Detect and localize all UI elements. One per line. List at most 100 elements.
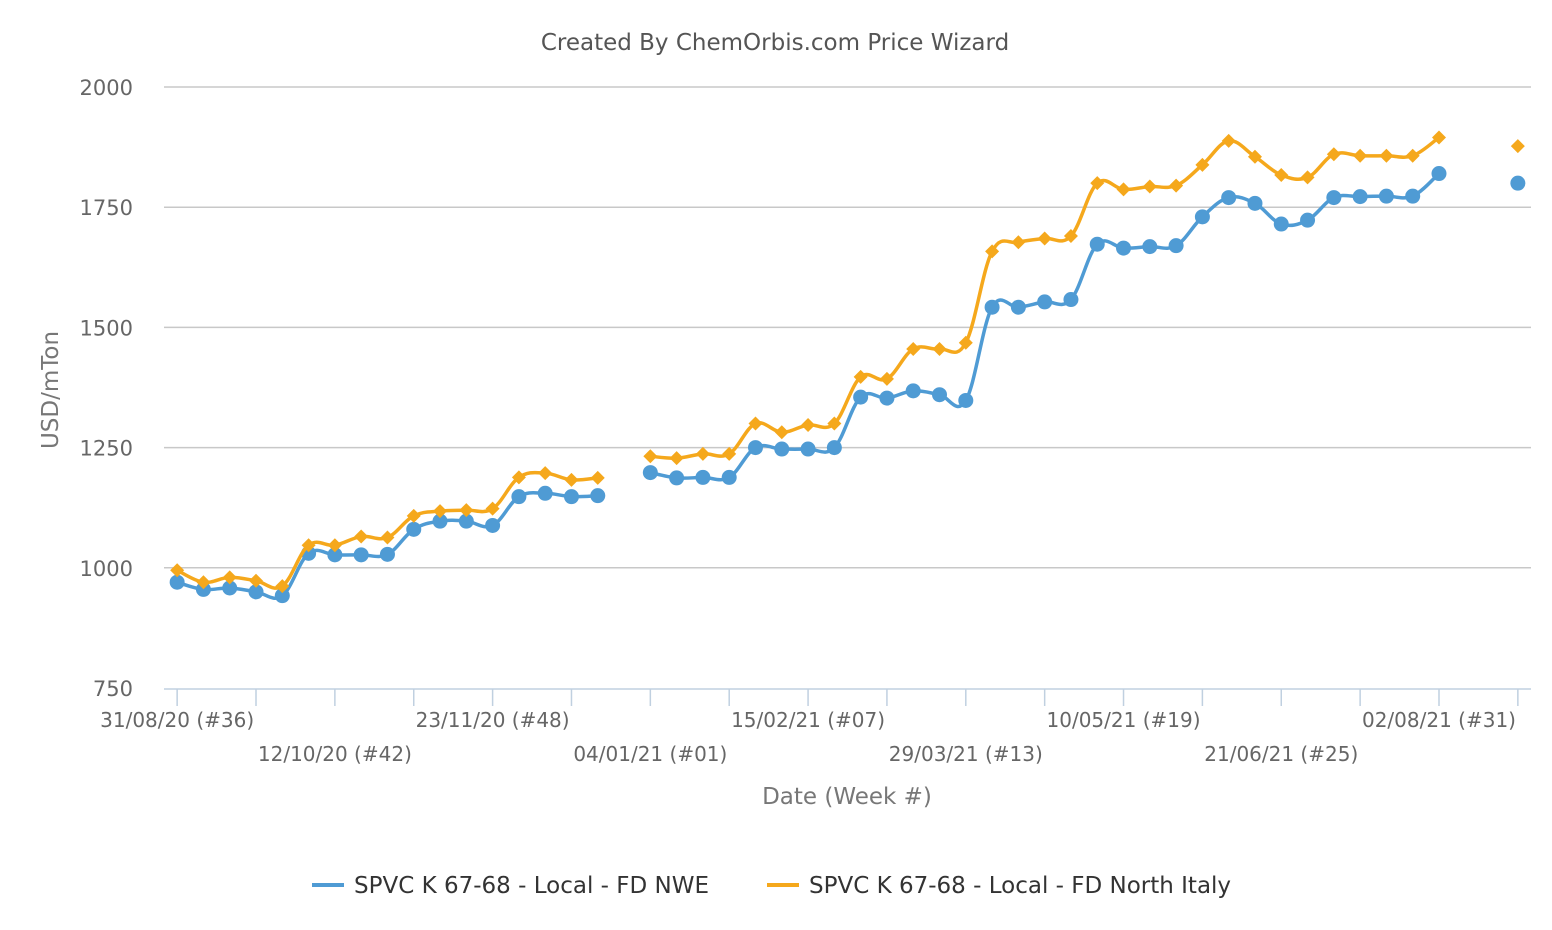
data-point (564, 472, 579, 487)
x-tick-label: 21/06/21 (#25) (1204, 742, 1358, 766)
legend-label: SPVC K 67-68 - Local - FD NWE (354, 873, 709, 899)
x-axis: 31/08/20 (#36)12/10/20 (#42)23/11/20 (#4… (100, 688, 1531, 766)
y-tick-label: 1250 (80, 437, 133, 461)
data-point (511, 470, 526, 485)
x-tick-label: 23/11/20 (#48) (416, 708, 570, 732)
data-point (695, 469, 711, 485)
data-point (1142, 179, 1157, 194)
data-point (985, 244, 1000, 259)
data-point (379, 546, 395, 562)
data-point (406, 521, 422, 537)
legend-label: SPVC K 67-68 - Local - FD North Italy (809, 873, 1231, 899)
y-tick-label: 1500 (80, 316, 133, 340)
data-point (354, 529, 369, 544)
data-point (590, 470, 605, 485)
data-point (984, 299, 1000, 315)
data-point (1300, 170, 1315, 185)
data-point (1168, 238, 1184, 254)
data-point (169, 574, 185, 590)
data-point (695, 446, 710, 461)
data-point (485, 501, 500, 516)
data-point (432, 513, 448, 529)
series-line (176, 470, 598, 590)
data-point (249, 573, 264, 588)
data-point (1011, 235, 1026, 250)
data-point (537, 485, 553, 501)
data-point (1195, 157, 1210, 172)
y-axis-ticks: 750 1000 1250 1500 1750 2000 (80, 76, 133, 701)
data-point (590, 488, 606, 504)
data-point (222, 570, 237, 585)
y-axis-title: USD/mTon (38, 331, 64, 449)
x-tick-label: 15/02/21 (#07) (731, 708, 885, 732)
data-point (1326, 147, 1341, 162)
data-point (196, 575, 211, 590)
data-point (1247, 149, 1262, 164)
data-point (1037, 294, 1053, 310)
x-tick-label: 29/03/21 (#13) (889, 742, 1043, 766)
x-axis-title: Date (Week #) (762, 784, 932, 810)
x-tick-label: 31/08/20 (#36) (100, 708, 254, 732)
data-point (301, 538, 316, 553)
data-point (1352, 189, 1368, 205)
data-point (853, 389, 869, 405)
data-point (1090, 176, 1105, 191)
data-point (538, 466, 553, 481)
data-point (958, 392, 974, 408)
data-point (669, 470, 685, 486)
data-point (1378, 188, 1394, 204)
data-point (722, 446, 737, 461)
data-point (1300, 212, 1316, 228)
x-tick-label: 02/08/21 (#31) (1362, 708, 1516, 732)
data-point (170, 563, 185, 578)
legend-item-1[interactable]: SPVC K 67-68 - Local - FD NWE (312, 873, 709, 899)
data-point (1510, 139, 1525, 154)
data-point (826, 440, 842, 456)
data-point (1431, 166, 1447, 182)
data-point (1274, 167, 1289, 182)
legend-item-2[interactable]: SPVC K 67-68 - Local - FD North Italy (767, 873, 1231, 899)
data-point (1169, 178, 1184, 193)
y-tick-label: 2000 (80, 76, 133, 100)
data-point (669, 451, 684, 466)
series-2 (170, 130, 1525, 594)
data-point (879, 371, 894, 386)
data-point (1063, 229, 1078, 244)
data-point (1405, 148, 1420, 163)
data-point (642, 465, 658, 481)
data-point (195, 581, 211, 597)
data-point (1221, 133, 1236, 148)
data-point (1116, 240, 1132, 256)
data-point (1010, 299, 1026, 315)
data-point (906, 342, 921, 357)
data-point (1116, 182, 1131, 197)
x-tick-label: 12/10/20 (#42) (258, 742, 412, 766)
data-point (458, 513, 474, 529)
legend[interactable]: SPVC K 67-68 - Local - FD NWE SPVC K 67-6… (312, 873, 1231, 899)
data-point (1037, 231, 1052, 246)
data-point (222, 580, 238, 596)
data-point (905, 383, 921, 399)
data-point (459, 503, 474, 518)
data-point (1379, 148, 1394, 163)
data-point (1273, 216, 1289, 232)
data-point (511, 489, 527, 505)
data-point (1353, 148, 1368, 163)
data-point (932, 387, 948, 403)
data-point (485, 517, 501, 533)
data-point (747, 440, 763, 456)
x-tick-label: 10/05/21 (#19) (1047, 708, 1201, 732)
data-point (1510, 175, 1526, 191)
plot-series (169, 130, 1526, 604)
data-point (1326, 190, 1342, 206)
data-point (563, 489, 579, 505)
y-tick-label: 1750 (80, 196, 133, 220)
data-point (774, 441, 790, 457)
data-point (248, 584, 264, 600)
data-point (721, 469, 737, 485)
data-point (275, 579, 290, 594)
series-1 (169, 166, 1526, 604)
data-point (353, 547, 369, 563)
data-point (879, 390, 895, 406)
